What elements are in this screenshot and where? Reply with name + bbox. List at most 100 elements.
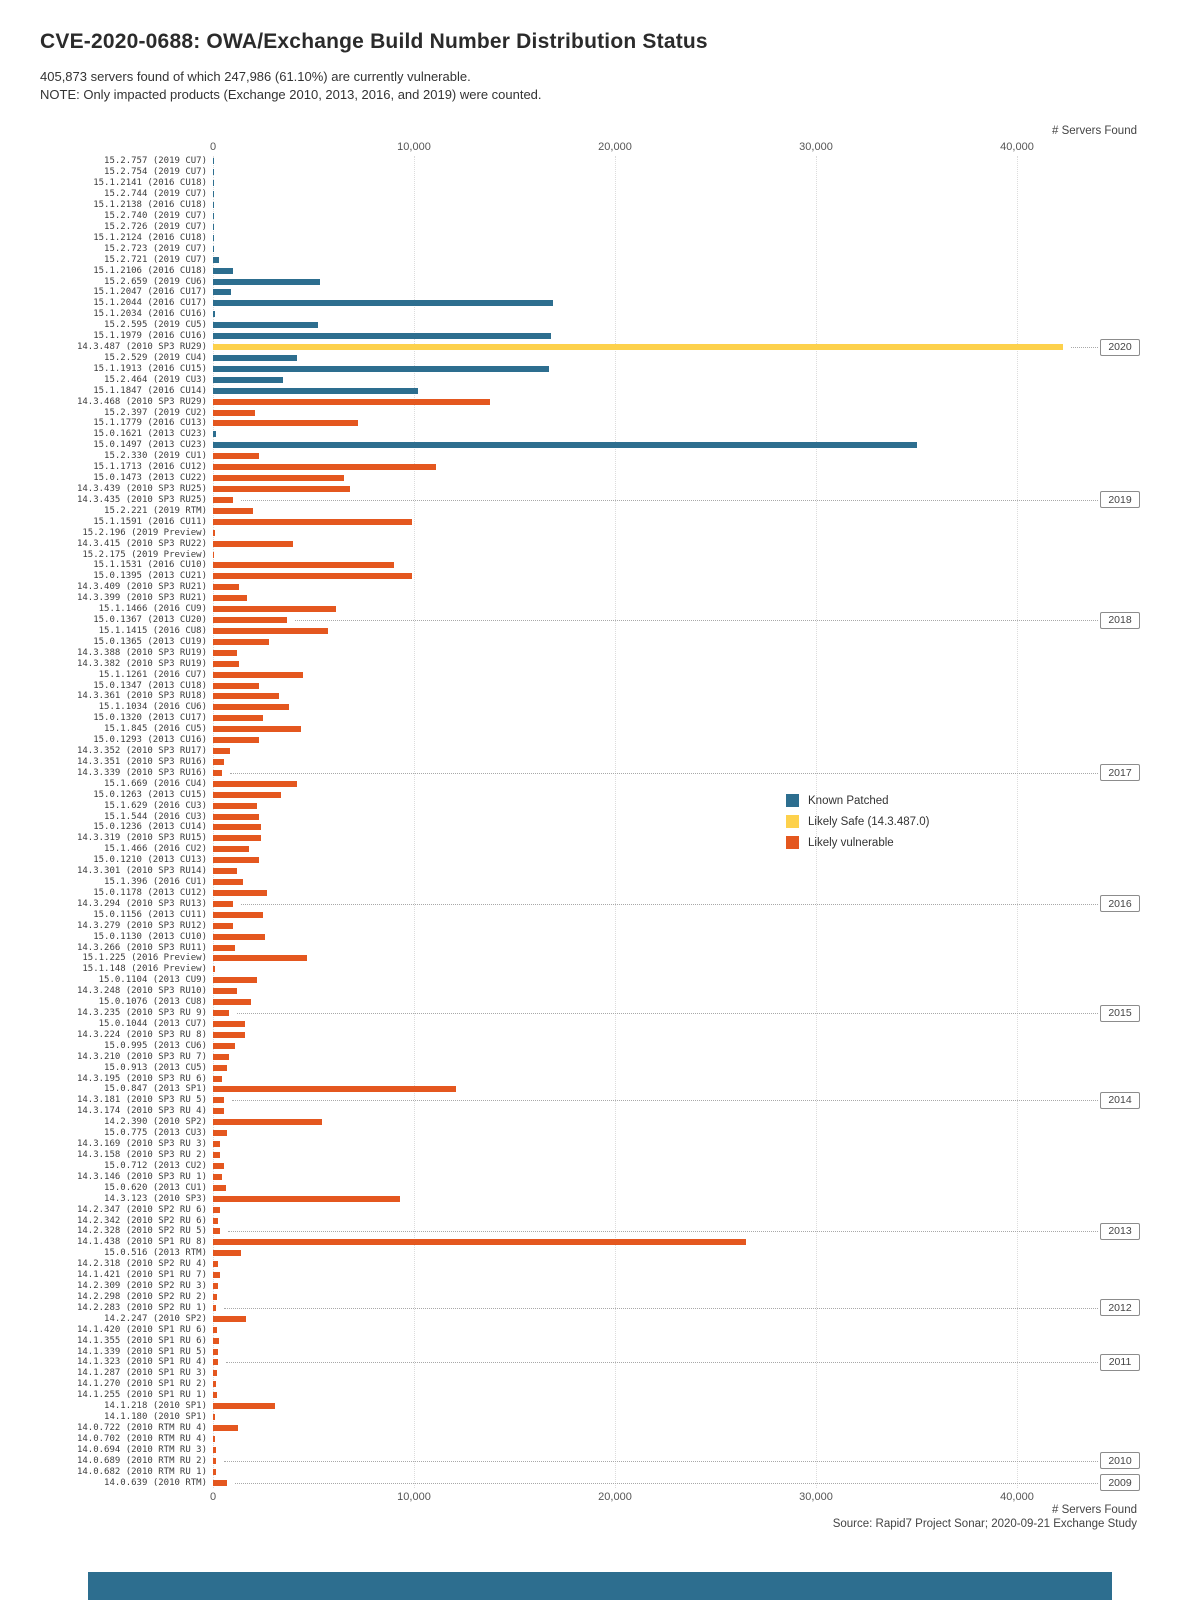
row-label: 15.0.1347 (2013 CU18) bbox=[93, 680, 207, 691]
row-label: 15.2.740 (2019 CU7) bbox=[104, 211, 207, 222]
chart-row: 15.2.196 (2019 Preview) bbox=[0, 527, 1160, 538]
bar bbox=[213, 540, 294, 547]
bar bbox=[213, 1173, 223, 1180]
bar bbox=[213, 627, 328, 634]
bar bbox=[213, 1457, 216, 1464]
row-label: 14.3.235 (2010 SP3 RU 9) bbox=[76, 1008, 207, 1019]
chart-row: 15.0.1178 (2013 CU12) bbox=[0, 888, 1160, 899]
row-label: 15.0.775 (2013 CU3) bbox=[104, 1128, 207, 1139]
chart-row: 14.2.318 (2010 SP2 RU 4) bbox=[0, 1259, 1160, 1270]
x-tick-label: 0 bbox=[209, 1491, 217, 1503]
bar bbox=[213, 1283, 219, 1289]
chart-row: 15.1.2047 (2016 CU17) bbox=[0, 287, 1160, 298]
row-label: 14.3.224 (2010 SP3 RU 8) bbox=[76, 1029, 207, 1040]
chart-row: 14.1.270 (2010 SP1 RU 2) bbox=[0, 1379, 1160, 1390]
chart-legend: Known Patched Likely Safe (14.3.487.0) Lik… bbox=[786, 790, 929, 853]
bar bbox=[213, 300, 553, 307]
bar bbox=[213, 1010, 230, 1017]
chart-row: 15.0.1044 (2013 CU7) bbox=[0, 1019, 1160, 1030]
x-tick-label: 40,000 bbox=[1000, 141, 1034, 153]
bar bbox=[213, 704, 290, 711]
row-label: 15.0.1293 (2013 CU16) bbox=[93, 735, 207, 746]
bar bbox=[213, 485, 350, 492]
row-label: 15.1.396 (2016 CU1) bbox=[104, 877, 207, 888]
bar bbox=[213, 398, 491, 405]
row-label: 15.1.225 (2016 Preview) bbox=[82, 953, 207, 964]
row-label: 15.1.1261 (2016 CU7) bbox=[98, 669, 207, 680]
row-label: 15.0.1497 (2013 CU23) bbox=[93, 440, 207, 451]
bar bbox=[213, 1228, 221, 1235]
row-label: 15.2.397 (2019 CU2) bbox=[104, 407, 207, 418]
bar bbox=[213, 496, 234, 503]
row-label: 15.2.330 (2019 CU1) bbox=[104, 451, 207, 462]
chart-row: 15.2.529 (2019 CU4) bbox=[0, 353, 1160, 364]
bar bbox=[213, 955, 308, 962]
row-label: 15.0.1473 (2013 CU22) bbox=[93, 473, 207, 484]
row-label: 15.1.1466 (2016 CU9) bbox=[98, 604, 207, 615]
bar bbox=[213, 922, 234, 929]
row-label: 15.1.1779 (2016 CU13) bbox=[93, 418, 207, 429]
chart-row: 14.3.181 (2010 SP3 RU 5) bbox=[0, 1095, 1160, 1106]
bar bbox=[213, 1075, 223, 1082]
row-label: 15.0.1104 (2013 CU9) bbox=[98, 975, 207, 986]
row-label: 14.1.287 (2010 SP1 RU 3) bbox=[76, 1368, 207, 1379]
chart-row: 15.1.669 (2016 CU4) bbox=[0, 778, 1160, 789]
bar bbox=[213, 824, 262, 831]
bar bbox=[213, 1435, 215, 1442]
row-label: 15.0.1320 (2013 CU17) bbox=[93, 713, 207, 724]
bar bbox=[213, 573, 412, 580]
chart-row: 15.2.221 (2019 RTM) bbox=[0, 505, 1160, 516]
chart-row: 15.1.1466 (2016 CU9) bbox=[0, 604, 1160, 615]
year-marker-line bbox=[224, 1307, 1098, 1309]
x-tick-label: 0 bbox=[209, 141, 217, 153]
chart-row: 14.2.342 (2010 SP2 RU 6) bbox=[0, 1215, 1160, 1226]
row-label: 14.3.388 (2010 SP3 RU19) bbox=[76, 647, 207, 658]
row-label: 15.2.754 (2019 CU7) bbox=[104, 167, 207, 178]
bar bbox=[213, 180, 214, 187]
bar bbox=[213, 1141, 221, 1148]
bar bbox=[213, 726, 302, 733]
bar bbox=[213, 267, 234, 274]
row-label: 15.2.221 (2019 RTM) bbox=[104, 505, 207, 516]
row-label: 14.3.266 (2010 SP3 RU11) bbox=[76, 942, 207, 953]
legend-item: Likely Safe (14.3.487.0) bbox=[786, 811, 929, 832]
row-label: 15.2.744 (2019 CU7) bbox=[104, 189, 207, 200]
chart-row: 15.1.1979 (2016 CU16) bbox=[0, 331, 1160, 342]
chart-row: 15.0.712 (2013 CU2) bbox=[0, 1160, 1160, 1171]
row-label: 15.0.1178 (2013 CU12) bbox=[93, 887, 207, 898]
chart-row: 15.1.1531 (2016 CU10) bbox=[0, 560, 1160, 571]
bar bbox=[213, 507, 254, 514]
row-label: 14.1.420 (2010 SP1 RU 6) bbox=[76, 1324, 207, 1335]
year-marker-line bbox=[224, 1460, 1098, 1462]
bar bbox=[213, 649, 238, 656]
row-label: 15.2.175 (2019 Preview) bbox=[82, 549, 207, 560]
chart-row: 15.0.1130 (2013 CU10) bbox=[0, 931, 1160, 942]
bar bbox=[213, 1315, 247, 1322]
bar bbox=[213, 758, 225, 765]
bar-chart-plot: 15.2.757 (2019 CU7) 15.2.754 (2019 CU7) 15… bbox=[0, 156, 1200, 1492]
x-tick-label: 30,000 bbox=[799, 141, 833, 153]
row-label: 14.3.195 (2010 SP3 RU 6) bbox=[76, 1073, 207, 1084]
chart-row: 14.3.352 (2010 SP3 RU17) bbox=[0, 746, 1160, 757]
row-label: 15.0.995 (2013 CU6) bbox=[104, 1040, 207, 1051]
row-label: 14.3.361 (2010 SP3 RU18) bbox=[76, 691, 207, 702]
chart-row: 14.2.309 (2010 SP2 RU 3) bbox=[0, 1281, 1160, 1292]
bar bbox=[213, 562, 394, 569]
chart-row: 14.3.388 (2010 SP3 RU19) bbox=[0, 647, 1160, 658]
row-label: 14.3.339 (2010 SP3 RU16) bbox=[76, 767, 207, 778]
row-label: 14.0.702 (2010 RTM RU 4) bbox=[76, 1433, 207, 1444]
row-label: 15.0.913 (2013 CU5) bbox=[104, 1062, 207, 1073]
row-label: 14.3.158 (2010 SP3 RU 2) bbox=[76, 1149, 207, 1160]
subtitle-line-1: 405,873 servers found of which 247,986 (… bbox=[40, 69, 471, 84]
chart-row: 15.1.148 (2016 Preview) bbox=[0, 964, 1160, 975]
bar bbox=[213, 1348, 219, 1355]
chart-row: 15.1.466 (2016 CU2) bbox=[0, 844, 1160, 855]
chart-row: 15.1.2106 (2016 CU18) bbox=[0, 265, 1160, 276]
bar bbox=[213, 1184, 227, 1191]
row-label: 14.3.248 (2010 SP3 RU10) bbox=[76, 986, 207, 997]
row-label: 14.2.328 (2010 SP2 RU 5) bbox=[76, 1226, 207, 1237]
chart-row: 15.2.754 (2019 CU7) bbox=[0, 167, 1160, 178]
row-label: 15.1.2106 (2016 CU18) bbox=[93, 265, 207, 276]
row-label: 14.3.181 (2010 SP3 RU 5) bbox=[76, 1095, 207, 1106]
chart-row: 14.3.235 (2010 SP3 RU 9) bbox=[0, 1008, 1160, 1019]
